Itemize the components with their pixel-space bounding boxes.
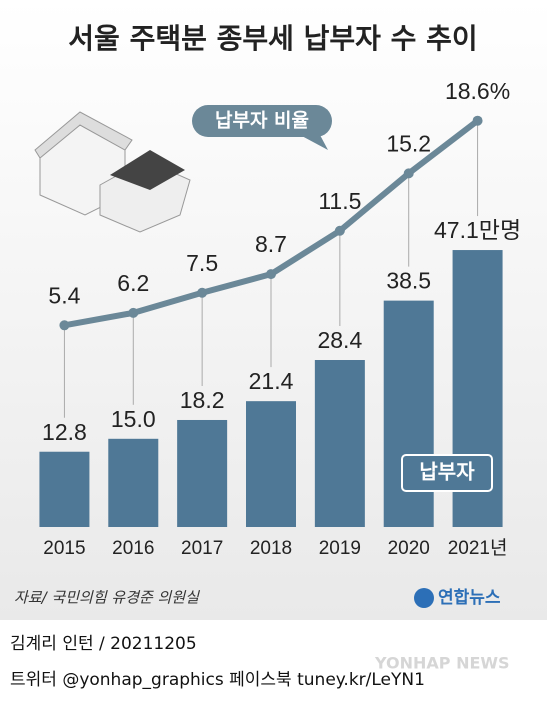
data-label: 15.2: [386, 130, 431, 156]
bar: [177, 419, 228, 527]
line-point: [197, 287, 208, 298]
bar-legend: 납부자: [401, 454, 493, 492]
x-tick-label: 2019: [319, 538, 361, 559]
line-point: [59, 320, 70, 331]
data-label: 7.5: [186, 250, 218, 276]
credit: 김계리 인턴 / 20211205: [10, 634, 197, 654]
x-tick-label: 2018: [250, 538, 292, 559]
chart-title: 서울 주택분 종부세 납부자 수 추이: [68, 22, 477, 55]
data-label: 47.1만명: [434, 217, 521, 243]
logo-icon: [414, 588, 434, 608]
data-label: 18.2: [180, 387, 225, 413]
line-point: [403, 168, 414, 179]
legend-label: 납부자 비율: [215, 110, 309, 132]
x-tick-label: 2016: [112, 538, 154, 559]
data-label: 21.4: [249, 368, 294, 394]
data-label: 11.5: [318, 188, 361, 214]
x-tick-label: 2020: [388, 538, 430, 559]
data-label: 8.7: [255, 231, 287, 257]
x-tick-label: 2015: [43, 538, 85, 559]
line-point: [128, 307, 139, 318]
legend-label: 납부자: [419, 460, 475, 484]
bar: [246, 401, 296, 527]
data-label: 6.2: [117, 270, 149, 296]
bar: [314, 360, 365, 527]
data-label: 38.5: [386, 268, 431, 294]
data-label: 28.4: [317, 327, 362, 353]
watermark: YONHAP NEWS: [374, 654, 510, 673]
line-point: [472, 115, 483, 126]
x-tick-label: 2021년: [448, 537, 508, 559]
line-point: [266, 269, 276, 280]
data-label: 18.6%: [445, 78, 510, 104]
social: 트위터 @yonhap_graphics 페이스북 tuney.kr/LeYN1: [10, 670, 425, 690]
bar: [108, 438, 159, 527]
data-label: 5.4: [48, 282, 80, 308]
data-label: 15.0: [111, 406, 156, 432]
bar: [383, 300, 434, 527]
x-tick-label: 2017: [181, 538, 223, 559]
line-legend: 납부자 비율: [192, 105, 332, 150]
house-illustration: [34, 111, 191, 233]
source: 자료/ 국민의힘 유경준 의원실: [14, 589, 200, 607]
line-point: [334, 225, 345, 236]
data-label: 12.8: [42, 419, 87, 445]
bar: [39, 451, 90, 527]
logo: 연합뉴스: [438, 587, 501, 608]
